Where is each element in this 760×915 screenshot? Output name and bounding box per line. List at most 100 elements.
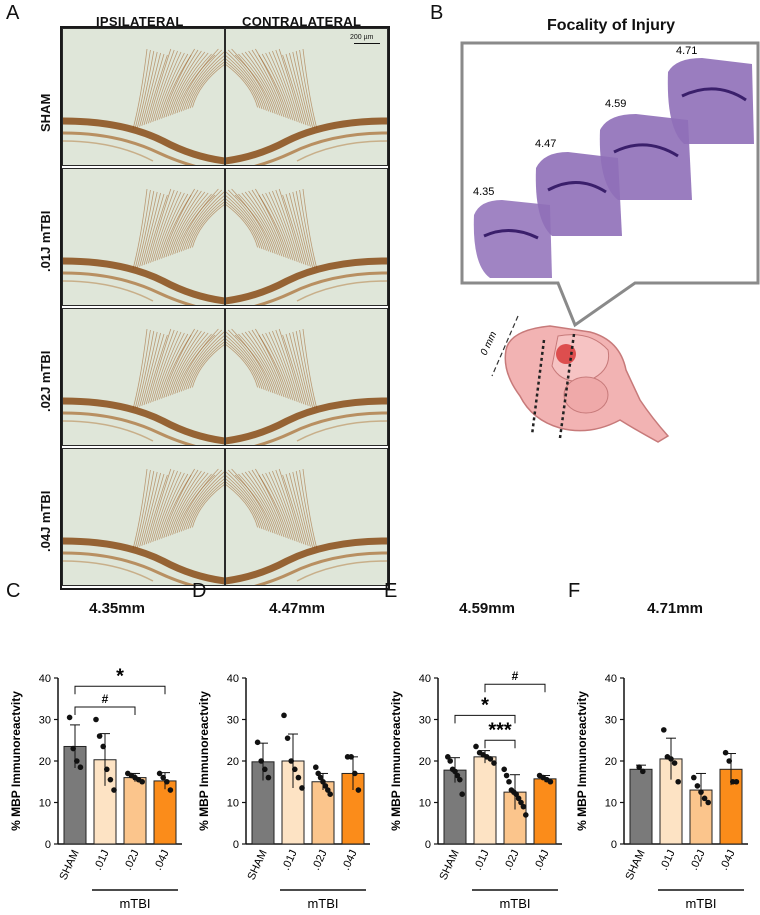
- significance-bracket: [74, 706, 136, 716]
- data-point: [501, 766, 507, 773]
- y-tick-label: 40: [227, 673, 239, 685]
- category-label: SHAM: [245, 848, 269, 882]
- group-label: mTBI: [685, 896, 716, 911]
- data-point: [701, 795, 708, 802]
- chart-f: % MBP Immunoreactvity 0 10 20 30 40 SHAM .01J .0…: [575, 673, 748, 911]
- bar-4: [533, 778, 557, 845]
- y-tick-label: 20: [419, 756, 431, 768]
- mouse-brain: [491, 315, 670, 443]
- bar-3: [123, 777, 147, 845]
- category-label: SHAM: [57, 848, 81, 882]
- data-point: [671, 760, 678, 766]
- group-label: mTBI: [307, 896, 338, 911]
- slice-447: [535, 152, 622, 236]
- data-point: [313, 764, 319, 771]
- row-label-01j: .01J mTBI: [38, 210, 53, 272]
- data-point: [299, 785, 305, 791]
- slice-459: [599, 114, 692, 200]
- data-point: [322, 783, 329, 789]
- data-point: [317, 774, 324, 781]
- bar-2: [473, 756, 497, 845]
- category-label: .02J: [502, 848, 522, 872]
- data-point: [100, 743, 106, 750]
- chart-e-title: 4.59mm: [459, 600, 515, 617]
- category-label: .02J: [122, 848, 142, 872]
- chart-d: % MBP Immunoreactvity 0 10 20 30 40 SHAM .01J .0…: [197, 673, 370, 911]
- data-point: [265, 774, 272, 781]
- chart-f-title: 4.71mm: [647, 600, 703, 617]
- data-point: [281, 712, 287, 719]
- y-tick-label: 0: [611, 839, 617, 851]
- data-point: [694, 783, 701, 789]
- data-point: [547, 778, 554, 785]
- significance-bracket: [454, 714, 516, 724]
- data-point: [698, 789, 704, 795]
- group-label: mTBI: [119, 896, 150, 911]
- y-tick-label: 40: [605, 673, 617, 685]
- data-point: [348, 754, 354, 760]
- y-tick-label: 40: [39, 673, 51, 685]
- data-point: [722, 749, 729, 756]
- data-point: [258, 758, 264, 764]
- data-point: [107, 776, 114, 783]
- significance-symbol: *: [116, 665, 124, 687]
- data-point: [459, 791, 465, 797]
- micrograph-r4-ipsi: [62, 448, 225, 586]
- bar-3: [311, 781, 335, 845]
- micrograph-r3-contra: [225, 308, 388, 446]
- bar-1: [629, 768, 653, 845]
- data-point: [254, 739, 261, 746]
- data-point: [325, 787, 331, 793]
- row-label-02j: .02J mTBI: [38, 350, 53, 412]
- data-point: [733, 778, 740, 785]
- data-point: [320, 778, 326, 785]
- y-tick-label: 30: [605, 715, 617, 727]
- y-tick-label: 0: [425, 839, 431, 851]
- category-label: .04J: [152, 848, 172, 872]
- micrograph-r2-contra: [225, 168, 388, 306]
- micrograph-r1-ipsi: [62, 28, 225, 166]
- data-point: [661, 727, 667, 733]
- row-label-04j: .04J mTBI: [38, 490, 53, 552]
- data-point: [447, 758, 453, 764]
- significance-bracket: [484, 739, 516, 749]
- data-point: [506, 778, 512, 785]
- y-tick-label: 30: [227, 715, 239, 727]
- data-point: [487, 756, 494, 762]
- y-tick-label: 0: [45, 839, 51, 851]
- micrograph-r1-contra: [225, 28, 388, 166]
- data-point: [503, 772, 510, 779]
- micrograph-frame: [60, 26, 390, 590]
- category-label: .01J: [280, 848, 300, 872]
- y-tick-label: 10: [605, 798, 617, 810]
- slice-471: [667, 58, 754, 144]
- data-point: [520, 803, 527, 810]
- data-point: [457, 776, 463, 783]
- data-point: [513, 791, 519, 797]
- data-point: [111, 787, 117, 793]
- significance-symbol: #: [102, 692, 109, 706]
- focality-diagram: 4.35 4.47 4.59 4.71 0 mm: [460, 41, 760, 443]
- chart-d-title: 4.47mm: [269, 600, 325, 617]
- panel-letter-a: A: [6, 2, 20, 24]
- panel-letter-b: B: [430, 2, 444, 24]
- chart-e: % MBP Immunoreactvity 0 10 20 30 40 SHAM .01J .0…: [389, 669, 562, 911]
- data-point: [523, 812, 529, 818]
- column-header-ipsilateral: IPSILATERAL: [96, 14, 184, 29]
- y-tick-label: 40: [419, 673, 431, 685]
- micrograph-r2-ipsi: [62, 168, 225, 306]
- significance-symbol: *: [481, 694, 489, 716]
- data-point: [156, 770, 163, 777]
- y-tick-label: 20: [605, 756, 617, 768]
- panel-letter-f: F: [568, 580, 581, 602]
- data-point: [96, 733, 103, 739]
- data-point: [74, 758, 80, 764]
- chart-c: % MBP Immunoreactvity 0 10 20 30 40 SHAM .01J .0…: [9, 665, 182, 911]
- y-tick-label: 10: [39, 798, 51, 810]
- category-label: SHAM: [623, 848, 647, 882]
- significance-symbol: ***: [488, 719, 512, 741]
- data-point: [93, 716, 99, 723]
- scale-bar-label: 200 µm: [350, 34, 374, 41]
- y-axis-label: % MBP Immunoreactvity: [9, 691, 23, 831]
- row-label-sham: SHAM: [38, 93, 53, 132]
